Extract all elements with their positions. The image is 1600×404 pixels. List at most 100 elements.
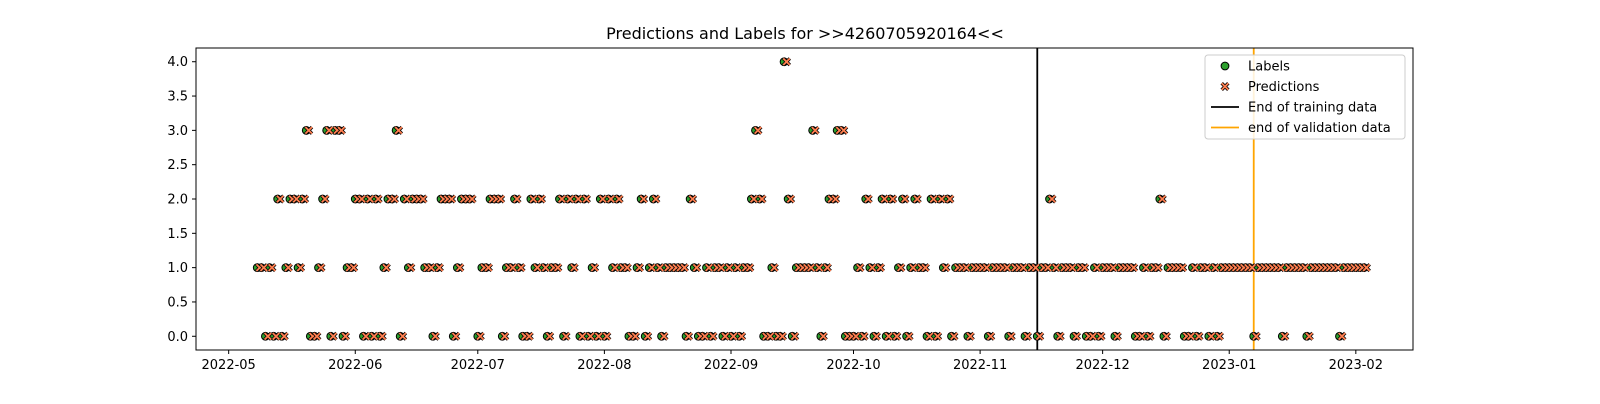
x-tick-label: 2022-11 xyxy=(953,358,1007,373)
prediction-point xyxy=(565,194,575,204)
prediction-point-fill xyxy=(280,332,289,341)
prediction-point-fill xyxy=(455,263,464,272)
prediction-point xyxy=(610,263,620,273)
prediction-point-fill xyxy=(276,195,285,203)
prediction-point xyxy=(692,263,702,273)
prediction-point xyxy=(365,194,375,204)
prediction-point xyxy=(757,194,767,204)
prediction-point xyxy=(777,331,787,341)
prediction-point-fill xyxy=(431,332,440,341)
x-tick-label: 2022-09 xyxy=(704,358,758,373)
prediction-point-fill xyxy=(394,126,403,135)
prediction-point-fill xyxy=(361,332,370,341)
x-tick-label: 2023-01 xyxy=(1202,358,1256,373)
prediction-point-fill xyxy=(860,332,869,341)
prediction-point-fill xyxy=(790,332,799,341)
prediction-point-fill xyxy=(705,263,713,272)
prediction-point xyxy=(1304,331,1314,341)
prediction-point-fill xyxy=(1146,332,1154,341)
prediction-point-fill xyxy=(1154,263,1163,272)
prediction-point-fill xyxy=(823,263,832,272)
prediction-point-fill xyxy=(925,332,934,341)
prediction-point-fill xyxy=(496,195,505,203)
prediction-point-fill xyxy=(329,332,338,341)
prediction-point-fill xyxy=(402,195,411,203)
prediction-point xyxy=(831,194,841,204)
prediction-point xyxy=(728,331,738,341)
prediction-point-fill xyxy=(884,332,893,341)
prediction-point-fill xyxy=(545,332,554,341)
prediction-point xyxy=(602,331,612,341)
prediction-point-fill xyxy=(782,57,791,66)
prediction-point-fill xyxy=(700,332,709,341)
prediction-point-fill xyxy=(639,195,648,203)
x-tick-label: 2022-05 xyxy=(202,358,256,373)
prediction-point-fill xyxy=(1362,263,1371,272)
prediction-point-fill xyxy=(692,263,701,272)
prediction-point xyxy=(328,331,338,341)
prediction-point-fill xyxy=(868,263,877,272)
prediction-point-fill xyxy=(856,263,864,272)
prediction-point-fill xyxy=(937,195,946,203)
prediction-point xyxy=(1361,263,1371,273)
prediction-point-fill xyxy=(517,263,526,272)
prediction-point xyxy=(561,331,571,341)
prediction-point xyxy=(1157,194,1167,204)
prediction-point-fill xyxy=(831,195,840,203)
prediction-point xyxy=(806,263,816,273)
prediction-point-fill xyxy=(366,195,374,203)
prediction-point xyxy=(557,194,567,204)
prediction-point xyxy=(614,194,624,204)
prediction-point-fill xyxy=(754,126,762,135)
prediction-point-fill xyxy=(312,332,321,341)
prediction-point xyxy=(810,125,820,135)
prediction-point xyxy=(553,263,563,273)
prediction-point xyxy=(606,194,616,204)
x-tick-label: 2022-07 xyxy=(451,358,505,373)
prediction-point xyxy=(508,263,518,273)
prediction-point-fill xyxy=(357,195,366,203)
prediction-point xyxy=(283,263,293,273)
prediction-point-fill xyxy=(733,263,742,272)
prediction-point-fill xyxy=(660,332,668,341)
prediction-point xyxy=(622,263,632,273)
prediction-point-fill xyxy=(1338,332,1346,341)
prediction-point xyxy=(1018,263,1028,273)
y-tick-label: 2.0 xyxy=(167,193,188,208)
prediction-point xyxy=(908,263,918,273)
prediction-point-fill xyxy=(929,195,938,203)
prediction-point-fill xyxy=(1080,263,1089,272)
prediction-point xyxy=(426,263,436,273)
prediction-point-fill xyxy=(419,195,428,203)
prediction-point xyxy=(892,331,902,341)
prediction-point xyxy=(1333,263,1343,273)
prediction-point xyxy=(259,263,269,273)
prediction-point xyxy=(716,263,726,273)
prediction-point xyxy=(1220,81,1230,92)
prediction-point xyxy=(851,331,861,341)
prediction-point xyxy=(430,331,440,341)
prediction-point-fill xyxy=(986,332,995,341)
prediction-point-fill xyxy=(1162,332,1171,341)
y-tick-label: 0.5 xyxy=(167,295,188,310)
prediction-point xyxy=(275,194,285,204)
prediction-point xyxy=(271,331,281,341)
prediction-point xyxy=(312,331,322,341)
prediction-point-fill xyxy=(337,126,346,135)
prediction-point-fill xyxy=(892,332,901,341)
prediction-point xyxy=(291,194,301,204)
prediction-point-fill xyxy=(1092,263,1101,272)
prediction-point-fill xyxy=(272,332,280,341)
prediction-point xyxy=(1337,331,1347,341)
prediction-point-fill xyxy=(268,263,276,272)
prediction-point-fill xyxy=(901,195,909,203)
prediction-point-fill xyxy=(786,195,795,203)
prediction-point xyxy=(381,263,391,273)
prediction-point-fill xyxy=(1113,332,1122,341)
prediction-point xyxy=(524,331,534,341)
prediction-point xyxy=(340,331,350,341)
prediction-point-fill xyxy=(1215,332,1224,341)
prediction-point-fill xyxy=(1252,332,1261,341)
prediction-point xyxy=(532,263,542,273)
prediction-point-fill xyxy=(1052,263,1061,272)
